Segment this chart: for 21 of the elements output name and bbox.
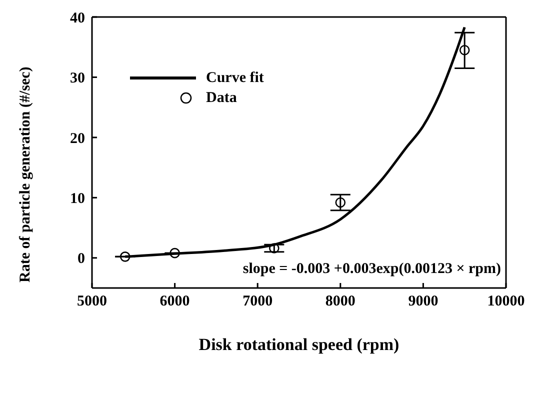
y-axis-title: Rate of particle generation (#/sec) (17, 66, 34, 282)
legend-label: Data (206, 90, 237, 106)
annotation: slope = -0.003 +0.003exp(0.00123 × rpm) (242, 261, 501, 278)
x-tick-label: 10000 (487, 294, 525, 310)
y-tick-label: 20 (70, 130, 85, 147)
point (269, 243, 280, 254)
x-tick-label: 5000 (77, 294, 107, 310)
legend-label: Curve fit (206, 70, 264, 86)
x-tick-label: 6000 (160, 294, 190, 310)
point (170, 248, 180, 258)
point (120, 252, 130, 262)
x-tick-label: 7000 (242, 294, 273, 310)
y-tick-label: 10 (70, 190, 85, 207)
point (459, 44, 470, 56)
x-tick-label: 9000 (408, 294, 438, 310)
y-tick-label: 40 (70, 10, 85, 26)
x-axis-title: Disk rotational speed (rpm) (198, 335, 400, 354)
y-tick-label: 30 (70, 70, 85, 87)
x-tick-label: 8000 (325, 294, 356, 310)
point (335, 197, 346, 208)
y-tick-label: 0 (78, 251, 85, 268)
